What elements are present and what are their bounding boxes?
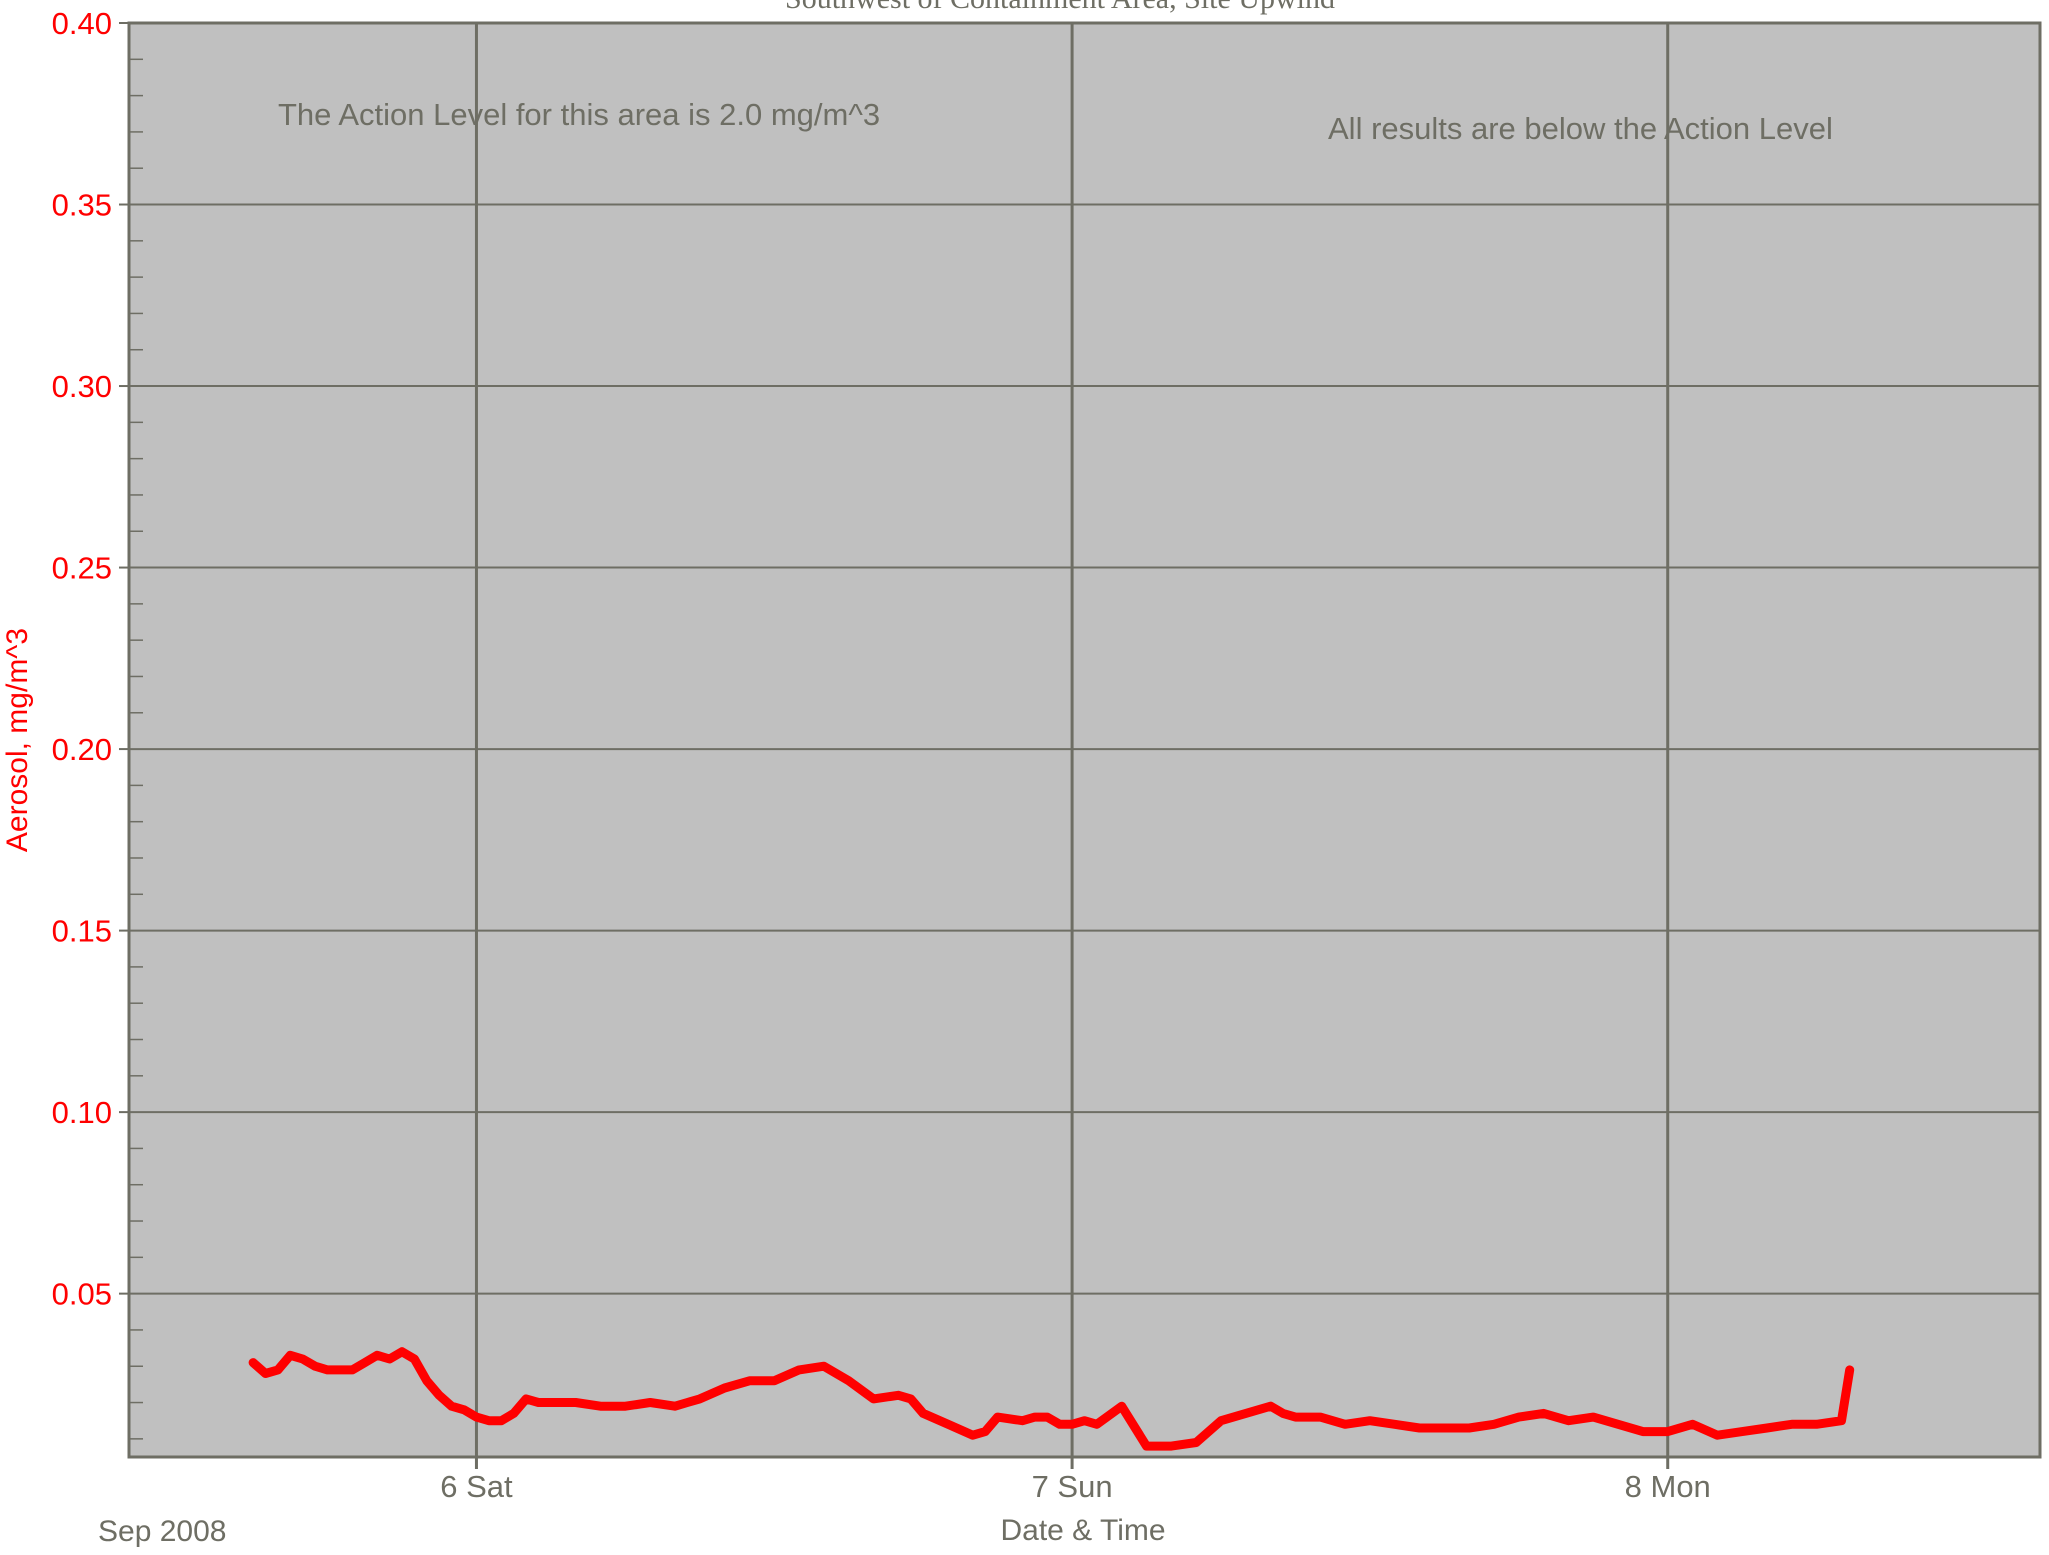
y-tick-label: 0.35 [52, 188, 112, 223]
x-tick-label: 7 Sun [1032, 1469, 1113, 1504]
annotation-action-level: The Action Level for this area is 2.0 mg… [278, 97, 880, 132]
y-tick-label: 0.40 [52, 6, 112, 41]
annotation-below-action-level: All results are below the Action Level [1328, 111, 1833, 146]
y-axis-label: Aerosol, mg/m^3 [1, 628, 34, 852]
y-tick-label: 0.25 [52, 551, 112, 586]
x-tick-label: 6 Sat [440, 1469, 513, 1504]
plot-frame [127, 21, 2042, 1459]
x-tick-label: 8 Mon [1625, 1469, 1711, 1504]
y-tick-label: 0.20 [52, 732, 112, 767]
x-axis-label: Date & Time [1000, 1514, 1165, 1547]
x-axis-tick-labels: 6 Sat 7 Sun 8 Mon [440, 1469, 1711, 1504]
y-minor-ticks [129, 58, 143, 1440]
y-axis-tick-labels: 0.05 0.10 0.15 0.20 0.25 0.30 0.35 0.40 [52, 6, 112, 1312]
grid-lines [119, 22, 2040, 1469]
y-tick-label: 0.05 [52, 1277, 112, 1312]
series-line [248, 1347, 1855, 1451]
y-tick-label: 0.15 [52, 914, 112, 949]
y-tick-label: 0.10 [52, 1095, 112, 1130]
y-tick-label: 0.30 [52, 369, 112, 404]
chart-title: Southwest of Containment Area, Site Upwi… [785, 0, 1335, 15]
series-aerosol [248, 1347, 1855, 1451]
x-axis-corner-label: Sep 2008 [98, 1515, 226, 1548]
plot-area [129, 23, 2040, 1457]
